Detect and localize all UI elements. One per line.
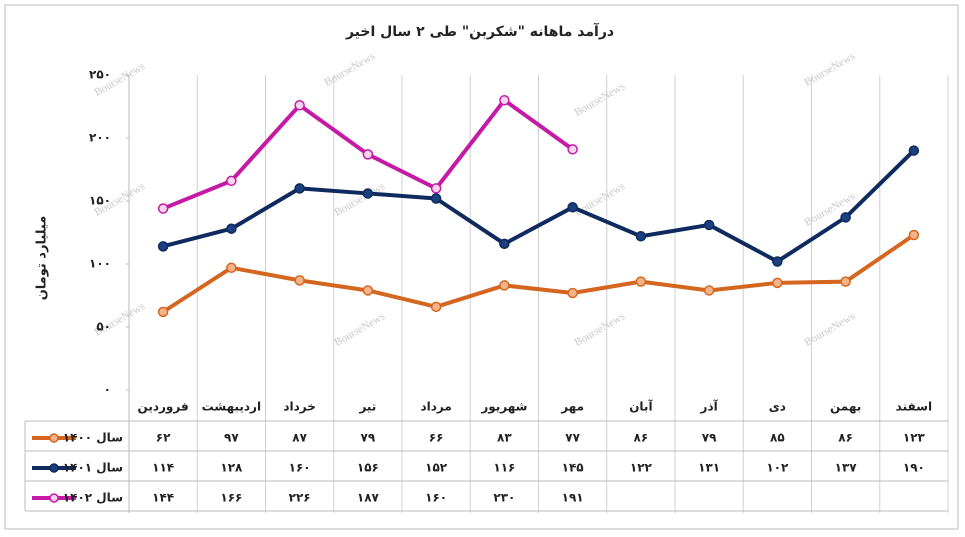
table-value: ۱۳۷	[835, 461, 858, 475]
table-value: ۸۵	[770, 431, 785, 445]
marker	[567, 144, 578, 155]
table-value: ۱۶۰	[289, 461, 311, 475]
legend-label: سال ۱۴۰۰	[63, 431, 123, 445]
marker	[226, 175, 237, 187]
marker	[362, 149, 374, 160]
marker	[567, 202, 578, 213]
marker	[908, 145, 920, 156]
marker	[157, 203, 169, 214]
table-value: ۲۲۶	[289, 491, 311, 505]
table-value: ۱۹۱	[562, 491, 584, 505]
x-tick-label: فروردین	[138, 400, 189, 415]
table-value: ۶۶	[429, 431, 444, 445]
table-value: ۱۲۲	[630, 461, 653, 475]
table-value: ۱۹۰	[903, 461, 925, 475]
table-value: ۱۰۲	[766, 461, 789, 475]
table-value: ۸۶	[838, 431, 853, 445]
legend-marker	[49, 493, 59, 503]
legend-marker	[49, 433, 59, 443]
marker	[362, 285, 374, 296]
table-value: ۸۷	[292, 431, 307, 445]
table-value: ۷۹	[361, 431, 376, 445]
y-tick-label: ۵۰	[96, 320, 111, 334]
x-tick-label: آبان	[629, 399, 653, 414]
marker	[703, 285, 715, 296]
table-value: ۱۴۵	[562, 461, 584, 475]
marker	[499, 94, 510, 106]
marker	[430, 183, 442, 194]
x-tick-label: آذر	[700, 399, 719, 414]
table-value: ۱۶۰	[425, 491, 447, 505]
table-value: ۱۲۸	[220, 461, 243, 475]
x-tick-label: خرداد	[283, 400, 316, 414]
table-value: ۱۵۶	[357, 461, 379, 475]
marker	[567, 287, 578, 299]
table-value: ۶۲	[156, 431, 171, 445]
x-tick-label: مهر	[560, 400, 584, 414]
table-value: ۱۳۱	[698, 461, 720, 475]
table-value: ۱۶۶	[220, 491, 242, 505]
table-value: ۱۵۲	[425, 461, 448, 475]
table-value: ۲۳۰	[493, 491, 515, 505]
marker	[772, 277, 783, 289]
y-tick-label: ۱۰۰	[89, 257, 111, 271]
table-value: ۹۷	[224, 431, 239, 445]
y-axis-label: میلیارد تومان	[35, 216, 50, 301]
legend-marker	[49, 463, 59, 473]
x-tick-label: تیر	[358, 400, 376, 414]
table-value: ۱۸۷	[357, 491, 380, 505]
chart-border	[4, 4, 959, 530]
marker	[908, 229, 920, 241]
table-value: ۷۹	[702, 431, 717, 445]
y-tick-label: ۱۵۰	[89, 194, 111, 208]
legend-label: سال ۱۴۰۲	[63, 491, 123, 505]
table-value: ۸۳	[497, 431, 512, 445]
x-tick-label: بهمن	[830, 400, 861, 414]
table-value: ۱۱۴	[152, 461, 174, 475]
table-value: ۱۱۶	[493, 461, 515, 475]
y-tick-label: ۲۵۰	[89, 68, 111, 82]
marker	[772, 256, 783, 267]
marker	[703, 219, 715, 231]
marker	[499, 280, 510, 291]
y-tick-label: ۲۰۰	[89, 131, 111, 145]
x-tick-label: دی	[769, 400, 786, 414]
marker	[157, 306, 169, 318]
table-value: ۸۶	[634, 431, 649, 445]
marker	[840, 212, 851, 223]
x-tick-label: اردیبهشت	[202, 400, 261, 414]
table-value: ۷۷	[565, 431, 580, 445]
marker	[157, 241, 169, 252]
series-line	[162, 233, 916, 314]
legend-label: سال ۱۴۰۱	[63, 461, 123, 475]
y-tick-label: ۰	[104, 383, 111, 397]
marker	[294, 183, 305, 194]
marker	[840, 276, 851, 287]
marker	[226, 262, 237, 274]
x-tick-label: شهریور	[480, 400, 527, 415]
marker	[635, 231, 647, 242]
marker	[499, 238, 510, 250]
marker	[430, 193, 442, 204]
marker	[294, 99, 305, 111]
x-tick-label: اسفند	[896, 400, 932, 414]
marker	[294, 275, 305, 286]
marker	[226, 223, 237, 234]
table-value: ۱۴۴	[152, 491, 174, 505]
x-tick-label: مرداد	[420, 400, 451, 414]
marker	[362, 188, 374, 199]
table-value: ۱۲۳	[903, 431, 926, 445]
chart-title: درآمد ماهانه "شکربن" طی ۲ سال اخیر	[345, 22, 614, 40]
marker	[430, 301, 442, 313]
series-line	[162, 149, 916, 264]
marker	[635, 276, 647, 287]
